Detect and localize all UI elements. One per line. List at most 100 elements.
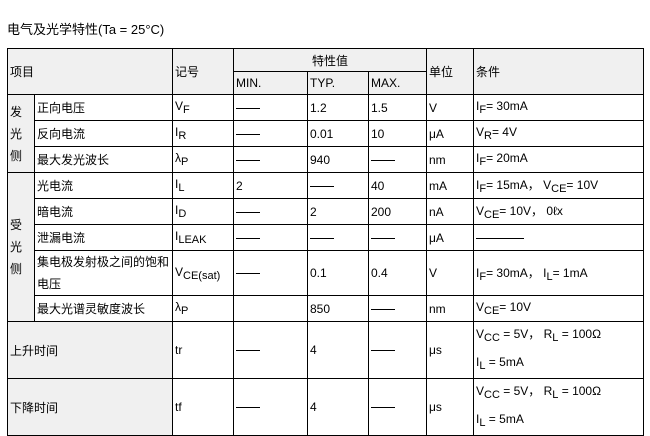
- cond-var: V: [476, 125, 485, 139]
- unit-cell: mA: [426, 172, 474, 199]
- typ-value: 4: [310, 343, 317, 357]
- cond-var: V: [476, 327, 485, 341]
- symbol-main: tf: [175, 400, 182, 414]
- dash: [371, 237, 395, 239]
- max-cell: 10: [368, 120, 427, 147]
- condition-part: IF= 20mA: [476, 151, 528, 168]
- cond-sub: F: [479, 270, 487, 283]
- cond-sub: CE: [551, 183, 567, 195]
- typ-value: 940: [310, 152, 331, 167]
- dash: [236, 407, 260, 409]
- cond-sub: F: [479, 104, 487, 116]
- condition-part: VCC = 5V，: [476, 384, 541, 401]
- header-typ: TYP.: [307, 71, 369, 95]
- dash: [236, 159, 260, 161]
- symbol-main: λ: [175, 300, 181, 314]
- cond-var: R: [543, 384, 553, 398]
- cond-sub: CE: [484, 209, 500, 221]
- cond-var: 0ℓx: [546, 204, 563, 218]
- typ-cell: 940: [307, 146, 369, 173]
- symbol-main: tr: [175, 343, 183, 357]
- cond-var: R: [543, 327, 553, 341]
- condition-part: VCE= 10V: [476, 300, 531, 317]
- min-cell: [233, 94, 308, 121]
- dash: [236, 350, 260, 352]
- symbol-main: λ: [175, 151, 181, 165]
- typ-cell: [307, 224, 369, 251]
- max-value: 40: [371, 178, 385, 193]
- max-cell: 0.4: [368, 250, 427, 296]
- cond-text: = 5V，: [499, 384, 541, 398]
- item-name: 泄漏电流: [34, 224, 173, 251]
- table-row: 暗电流 ID 2 200 nA VCE= 10V， 0ℓx: [8, 198, 644, 225]
- header-characteristic: 特性值: [233, 48, 427, 72]
- cond-sub: F: [479, 183, 487, 195]
- dash: [371, 350, 395, 352]
- max-value: 1.5: [371, 100, 388, 115]
- cond-text: = 5V，: [499, 327, 541, 341]
- item-name: 最大光谱灵敏度波长: [34, 295, 173, 322]
- item-name: 集电极发射极之间的饱和电压: [34, 250, 173, 296]
- min-cell: [233, 295, 308, 322]
- cond-sub: L: [479, 417, 486, 429]
- cond-var: I: [476, 178, 480, 192]
- condition-part: VCE= 10V，: [476, 204, 543, 221]
- symbol-sub: P: [181, 305, 189, 317]
- table-row: 集电极发射极之间的饱和电压 VCE(sat) 0.1 0.4 V IF= 30mA， IL…: [8, 250, 644, 296]
- symbol-sub: CE(sat): [183, 269, 221, 282]
- cond-text: = 100Ω: [558, 384, 602, 398]
- cond-text: = 15mA，: [486, 178, 540, 192]
- cond-var: I: [476, 355, 480, 369]
- characteristics-table: 项目 记号 特性值 单位 条件 MIN. TYP. MAX. 发光侧 正向电压 VF…: [7, 48, 644, 436]
- cond-var: I: [543, 265, 547, 280]
- table-row: 最大光谱灵敏度波长 λP 850 nm VCE= 10V: [8, 295, 644, 322]
- symbol: VCE(sat): [172, 250, 234, 296]
- cond-text: = 30mA，: [486, 265, 540, 280]
- condition-cell: VCE= 10V: [473, 295, 644, 322]
- dash: [371, 159, 395, 161]
- symbol: tr: [172, 321, 234, 379]
- dash: [236, 237, 260, 239]
- symbol-main: I: [175, 229, 179, 243]
- condition-part: IL = 5mA: [476, 355, 524, 372]
- max-cell: 200: [368, 198, 427, 225]
- table-row: 下降时间 tf 4 μs VCC = 5V， RL = 100Ω IL = 5mA: [7, 378, 644, 436]
- cond-var: V: [476, 384, 485, 398]
- typ-value: 1.2: [310, 100, 327, 115]
- item-name: 反向电流: [34, 120, 173, 147]
- table-row: 最大发光波长 λP 940 nm IF= 20mA: [8, 146, 644, 173]
- table-row: 发光侧 正向电压 VF 1.2 1.5 V IF= 30mA: [7, 94, 644, 173]
- condition-cell: VCE= 10V， 0ℓx: [473, 198, 644, 225]
- cond-sub: L: [479, 360, 486, 372]
- condition-cell: IF= 30mA， IL= 1mA: [473, 250, 644, 296]
- cond-text: = 100Ω: [558, 327, 602, 341]
- symbol: IL: [172, 172, 234, 199]
- typ-cell: 4: [307, 378, 369, 436]
- cond-text: = 5mA: [485, 355, 524, 369]
- dash: [371, 308, 395, 310]
- typ-value: 2: [310, 204, 317, 219]
- symbol-main: I: [175, 125, 179, 139]
- unit-cell: nm: [426, 146, 474, 173]
- cond-sub: L: [546, 270, 553, 283]
- unit-cell: V: [426, 94, 474, 121]
- header-max: MAX.: [368, 71, 427, 95]
- dash: [476, 237, 524, 239]
- symbol-sub: L: [178, 182, 185, 194]
- typ-cell: 2: [307, 198, 369, 225]
- cond-text: = 10V: [566, 178, 599, 192]
- item-name: 正向电压: [34, 94, 173, 121]
- dash: [236, 107, 260, 109]
- condition-part: VR= 4V: [476, 125, 517, 142]
- condition-cell: VR= 4V: [473, 120, 644, 147]
- cond-text: = 5mA: [485, 412, 524, 426]
- symbol: λP: [172, 295, 234, 322]
- symbol-sub: P: [181, 156, 189, 168]
- symbol: VF: [172, 94, 234, 121]
- min-cell: [233, 224, 308, 251]
- cond-var: I: [476, 265, 480, 280]
- symbol: tf: [172, 378, 234, 436]
- group-receive: 受光侧: [7, 172, 35, 322]
- min-cell: [233, 378, 308, 436]
- min-cell: [233, 321, 308, 379]
